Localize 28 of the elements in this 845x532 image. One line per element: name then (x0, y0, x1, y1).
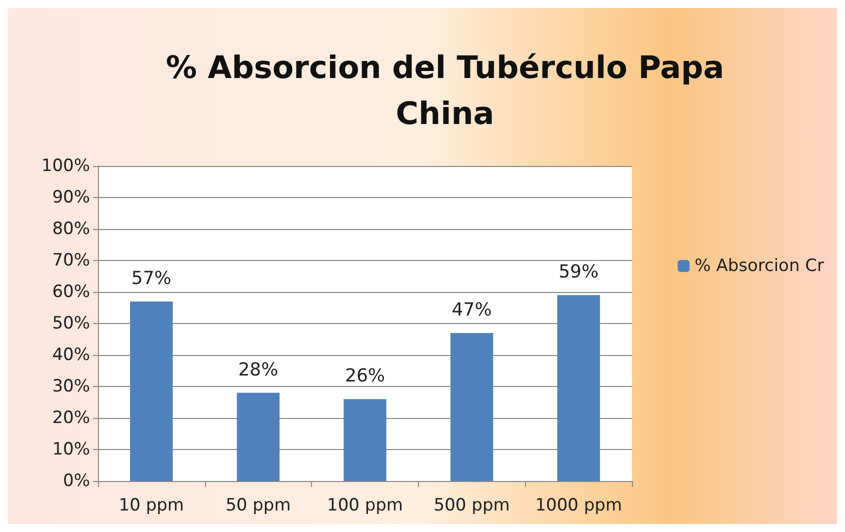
x-tick-label: 50 ppm (226, 496, 291, 516)
y-tick-label: 10% (52, 440, 90, 460)
bar (236, 392, 280, 481)
legend-label: % Absorcion Cr (694, 256, 824, 276)
x-tick-label: 1000 ppm (535, 496, 622, 516)
bar (450, 332, 494, 481)
y-tick-label: 90% (52, 188, 90, 208)
y-tick-label: 30% (52, 376, 90, 396)
bar (557, 295, 600, 481)
bar (130, 301, 173, 481)
data-label: 28% (238, 359, 278, 380)
data-label: 57% (131, 268, 172, 289)
y-tick-label: 70% (52, 250, 90, 270)
x-tick-label: 100 ppm (327, 496, 403, 516)
y-tick-label: 20% (52, 408, 90, 428)
y-tick-label: 40% (52, 345, 90, 365)
x-tick-label: 500 ppm (434, 496, 510, 516)
data-label: 26% (344, 366, 386, 387)
y-tick-label: 80% (52, 219, 90, 239)
bar (344, 399, 386, 481)
data-label: 59% (558, 262, 599, 283)
x-tick-label: 10 ppm (118, 496, 184, 516)
data-label: 47% (452, 299, 492, 320)
y-tick-label: 100% (41, 156, 90, 176)
chart-title: % Absorcion del Tubérculo Papa China (166, 50, 724, 132)
y-tick-label: 0% (63, 471, 90, 491)
y-tick-label: 50% (52, 314, 90, 334)
y-tick-label: 60% (52, 282, 90, 302)
